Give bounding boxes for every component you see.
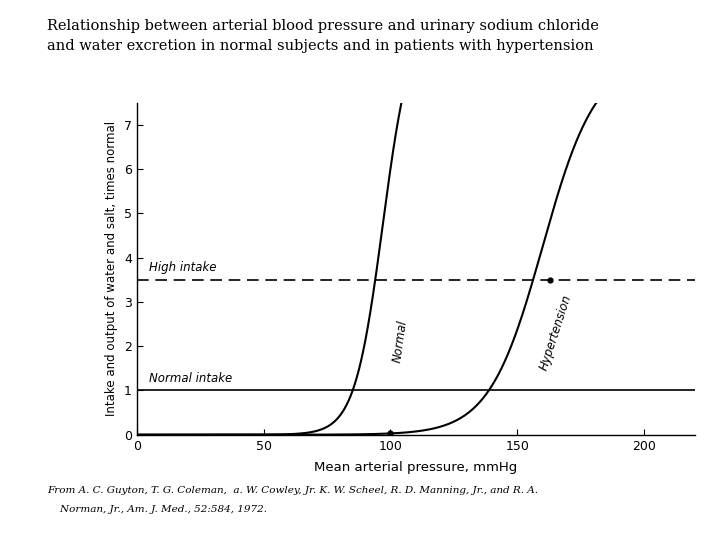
Text: Normal: Normal xyxy=(391,320,410,364)
Text: High intake: High intake xyxy=(150,261,217,274)
Text: Relationship between arterial blood pressure and urinary sodium chloride: Relationship between arterial blood pres… xyxy=(47,19,598,33)
Text: and water excretion in normal subjects and in patients with hypertension: and water excretion in normal subjects a… xyxy=(47,39,593,53)
Y-axis label: Intake and output of water and salt, times normal: Intake and output of water and salt, tim… xyxy=(105,121,118,416)
Text: Norman, Jr., Am. J. Med., 52:584, 1972.: Norman, Jr., Am. J. Med., 52:584, 1972. xyxy=(47,505,267,514)
X-axis label: Mean arterial pressure, mmHg: Mean arterial pressure, mmHg xyxy=(314,461,518,474)
Text: Hypertension: Hypertension xyxy=(537,293,574,373)
Text: From A. C. Guyton, T. G. Coleman,  a. W. Cowley, Jr. K. W. Scheel, R. D. Manning: From A. C. Guyton, T. G. Coleman, a. W. … xyxy=(47,486,538,495)
Text: Normal intake: Normal intake xyxy=(150,372,233,385)
